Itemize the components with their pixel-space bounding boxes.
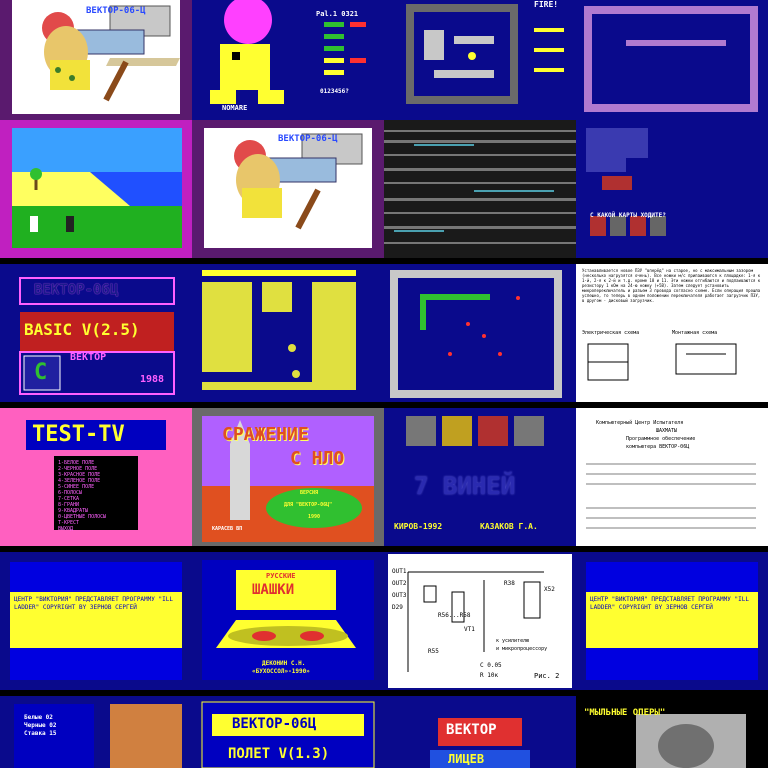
game-title: 7 ВИНЕЙ xyxy=(414,472,515,500)
oval-line3: 1990 xyxy=(308,514,320,520)
score-row: Белые 02 xyxy=(24,714,53,721)
footer-left: КИРОВ-1992 xyxy=(394,522,442,531)
tile-beach-fight[interactable] xyxy=(0,120,192,258)
brand: ВЕКТОР-06Ц xyxy=(232,716,316,732)
digit-row: 0123456? xyxy=(320,88,349,95)
label-r55: R55 xyxy=(428,648,439,655)
tile-maze-fire[interactable]: FIRE! xyxy=(384,0,576,138)
label-c: C 0.05 xyxy=(480,662,502,669)
tile-pacman[interactable]: Pal.1 0321 0123456? NOMARE xyxy=(192,0,384,138)
tile-7-vines[interactable]: 7 ВИНЕЙ КИРОВ-1992 КАЗАКОВ Г.А. xyxy=(384,408,576,546)
tile-ufo-battle[interactable]: СРАЖЕНИЕ С НЛО ВЕРСИЯ ДЛЯ "ВЕКТОР-06Ц" 1… xyxy=(192,408,384,546)
score-row: Черные 02 xyxy=(24,722,57,729)
tile-snake-frame[interactable] xyxy=(576,0,768,138)
logo-letter: C xyxy=(34,360,47,385)
tile-polet[interactable]: ВЕКТОР-06Ц ПОЛЕТ V(1.3) xyxy=(192,696,384,768)
label-r: R 10к xyxy=(480,672,498,679)
test-tv-menu: 1-БЕЛОЕ ПОЛЕ 2-ЧЕРНОЕ ПОЛЕ 3-КРАСНОЕ ПОЛ… xyxy=(58,460,106,532)
tile-circuit[interactable]: OUT1 OUT2 OUT3 D29 R56...R58 VT1 R55 R38… xyxy=(384,552,576,690)
polet-title: ПОЛЕТ V(1.3) xyxy=(228,746,329,762)
footer-line2: «БУХОССОЛ»-1990» xyxy=(252,668,310,675)
label-r38: R38 xyxy=(504,580,515,587)
tile-card-score[interactable]: Белые 02 Черные 02 Ставка 15 xyxy=(0,696,192,768)
tile-cards[interactable]: С КАКОЙ КАРТЫ ХОДИТЕ? xyxy=(576,120,768,258)
label-r56: R56...R58 xyxy=(438,612,471,619)
label-amp: к усилителю xyxy=(496,638,529,644)
label-vt1: VT1 xyxy=(464,626,475,633)
oval-line2: ДЛЯ "ВЕКТОР-06Ц" xyxy=(284,502,332,508)
menu-item[interactable]: ВЫХОД xyxy=(58,526,106,532)
banner-text: ЦЕНТР "ВИКТОРИЯ" ПРЕДСТАВЛЯЕТ ПРОГРАММУ … xyxy=(590,596,754,612)
score-row: Ставка 15 xyxy=(24,730,57,737)
figure-caption: Рис. 2 xyxy=(534,672,559,680)
tile-test-tv[interactable]: TEST-TV 1-БЕЛОЕ ПОЛЕ 2-ЧЕРНОЕ ПОЛЕ 3-КРА… xyxy=(0,408,192,546)
label-cpu: и микропроцессору xyxy=(496,646,547,652)
soap-title: "МЫЛЬНЫЕ ОПЕРЫ" xyxy=(584,708,665,718)
tile-bricks[interactable] xyxy=(192,264,384,402)
tile-noise[interactable] xyxy=(384,120,576,258)
label-d29: D29 xyxy=(392,604,403,611)
tile-scanned-schematic[interactable]: Устанавливается новое ПЗУ "вперёд" на ст… xyxy=(576,264,768,402)
label-x52: X52 xyxy=(544,586,555,593)
footer-right: КАЗАКОВ Г.А. xyxy=(480,522,538,531)
tile-vektor-logo[interactable]: ВЕКТОР ЛИЦЕВ xyxy=(384,696,576,768)
label-out3: OUT3 xyxy=(392,592,406,599)
tile-snake-dots[interactable] xyxy=(384,264,576,402)
caption-top: ВЕКТОР-06-Ц xyxy=(278,134,338,144)
title-line1: РУССКИЕ xyxy=(266,572,296,580)
brand: ВЕКТОР xyxy=(446,722,497,738)
tile-basic-v25[interactable]: ВЕКТОР-06Ц BASIC V(2.5) C ВЕКТОР 1988 xyxy=(0,264,192,402)
sub: ЛИЦЕВ xyxy=(448,752,484,766)
title-line2: С НЛО xyxy=(290,448,344,469)
label-out1: OUT1 xyxy=(392,568,406,575)
tile-vector-caveman[interactable]: ВЕКТОР-06-Ц xyxy=(0,0,192,138)
banner-text: ЦЕНТР "ВИКТОРИЯ" ПРЕДСТАВЛЯЕТ ПРОГРАММУ … xyxy=(14,596,178,612)
cards-caption: С КАКОЙ КАРТЫ ХОДИТЕ? xyxy=(590,212,666,219)
tile-vector-caveman-2[interactable]: ВЕКТОР-06-Ц xyxy=(192,120,384,258)
basic-title: BASIC V(2.5) xyxy=(24,320,140,339)
footer-line1: ДЕКОНИН С.Н. xyxy=(262,660,305,667)
tile-victoria-2[interactable]: ЦЕНТР "ВИКТОРИЯ" ПРЕДСТАВЛЯЕТ ПРОГРАММУ … xyxy=(576,552,768,690)
title-line2: ШАШКИ xyxy=(252,582,294,598)
tile-russian-checkers[interactable]: РУССКИЕ ШАШКИ ДЕКОНИН С.Н. «БУХОССОЛ»-19… xyxy=(192,552,384,690)
caption-top: ВЕКТОР-06-Ц xyxy=(86,6,146,16)
status-label: NOMARE xyxy=(222,104,247,112)
title-line1: СРАЖЕНИЕ xyxy=(222,424,309,445)
oval-line1: ВЕРСИЯ xyxy=(300,490,318,496)
tile-soap-operas[interactable]: "МЫЛЬНЫЕ ОПЕРЫ" xyxy=(576,696,768,768)
fire-title: FIRE! xyxy=(534,0,558,9)
year: 1988 xyxy=(140,374,164,385)
author-tag: КАРАСЕВ ВП xyxy=(212,526,242,532)
badge: ВЕКТОР xyxy=(70,352,106,363)
brand: ВЕКТОР-06Ц xyxy=(34,282,118,298)
score-label: Pal.1 0321 xyxy=(316,10,358,18)
tile-victoria-1[interactable]: ЦЕНТР "ВИКТОРИЯ" ПРЕДСТАВЛЯЕТ ПРОГРАММУ … xyxy=(0,552,192,690)
tile-chess-doc[interactable]: Компьютерный Центр Испытателя ШАХМАТЫ Пр… xyxy=(576,408,768,546)
test-tv-title: TEST-TV xyxy=(32,422,125,447)
label-out2: OUT2 xyxy=(392,580,406,587)
